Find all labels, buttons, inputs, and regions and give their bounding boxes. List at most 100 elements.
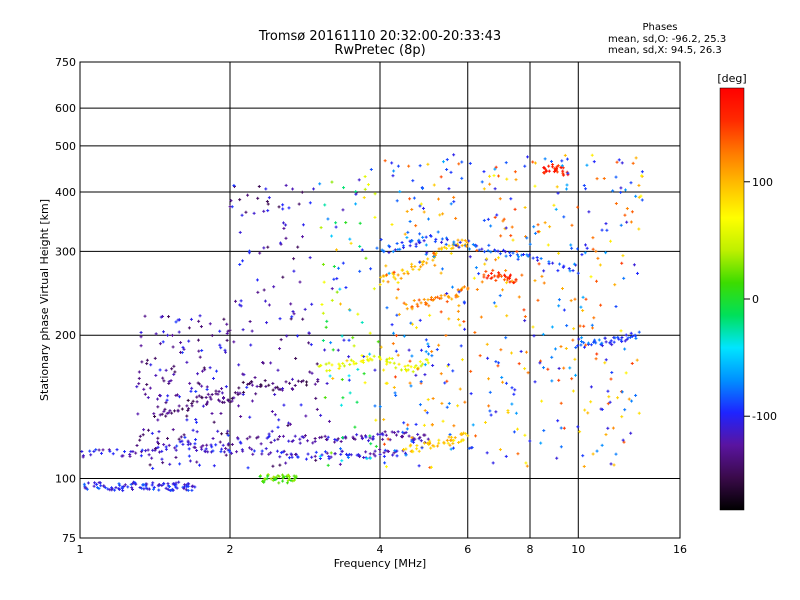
data-point xyxy=(607,402,609,406)
data-point xyxy=(340,440,342,444)
data-point xyxy=(324,396,326,400)
data-point xyxy=(246,385,248,389)
data-point xyxy=(98,448,100,452)
data-point xyxy=(595,249,597,253)
data-point xyxy=(278,205,280,209)
data-point xyxy=(415,422,417,426)
data-point xyxy=(448,317,450,321)
data-point xyxy=(622,254,624,258)
data-point xyxy=(287,424,289,428)
data-point xyxy=(453,242,455,246)
data-point xyxy=(449,432,451,436)
data-point xyxy=(182,345,184,349)
data-point xyxy=(240,304,242,308)
data-point xyxy=(421,446,423,450)
data-point xyxy=(575,346,577,350)
data-point xyxy=(544,221,546,225)
data-point xyxy=(631,361,633,365)
y-tick-label: 100 xyxy=(55,473,76,486)
data-point xyxy=(592,326,594,330)
data-point xyxy=(191,404,193,408)
data-point xyxy=(324,203,326,207)
data-point xyxy=(159,483,161,487)
data-point xyxy=(395,366,397,370)
data-point xyxy=(457,238,459,242)
data-point xyxy=(259,475,261,479)
data-point xyxy=(166,411,168,415)
data-point xyxy=(139,486,141,490)
data-point xyxy=(615,305,617,309)
data-point xyxy=(429,313,431,317)
data-point xyxy=(544,167,546,171)
y-tick-label: 400 xyxy=(55,186,76,199)
data-point xyxy=(340,452,342,456)
data-point xyxy=(635,194,637,198)
data-point xyxy=(237,393,239,397)
data-point xyxy=(489,409,491,413)
data-point xyxy=(187,484,189,488)
data-point xyxy=(614,283,616,287)
data-point xyxy=(98,487,100,491)
data-point xyxy=(411,304,413,308)
data-point xyxy=(142,483,144,487)
data-point xyxy=(405,431,407,435)
data-point xyxy=(140,450,142,454)
data-point xyxy=(205,395,207,399)
data-point xyxy=(315,458,317,462)
data-point xyxy=(552,165,554,169)
data-point xyxy=(595,357,597,361)
data-point xyxy=(306,380,308,384)
data-point xyxy=(575,373,577,377)
data-point xyxy=(364,187,366,191)
data-point xyxy=(422,187,424,191)
data-point xyxy=(630,181,632,185)
data-point xyxy=(638,411,640,415)
data-point xyxy=(551,355,553,359)
data-point xyxy=(537,298,539,302)
data-point xyxy=(459,240,461,244)
data-point xyxy=(557,191,559,195)
data-point xyxy=(190,317,192,321)
data-point xyxy=(411,436,413,440)
colorbar-tick-label: -100 xyxy=(752,410,777,423)
data-point xyxy=(405,367,407,371)
data-point xyxy=(537,230,539,234)
data-point xyxy=(466,244,468,248)
data-point xyxy=(420,202,422,206)
data-point xyxy=(609,400,611,404)
data-point xyxy=(418,268,420,272)
data-point xyxy=(233,396,235,400)
data-point xyxy=(129,452,131,456)
data-point xyxy=(448,363,450,367)
grid xyxy=(80,62,680,538)
data-point xyxy=(231,451,233,455)
data-point xyxy=(556,456,558,460)
x-axis-ticks: 1 2 4 6 8 10 16 xyxy=(77,543,688,556)
data-point xyxy=(309,370,311,374)
data-point xyxy=(175,485,177,489)
data-point xyxy=(442,212,444,216)
data-point xyxy=(221,400,223,404)
data-point xyxy=(165,401,167,405)
data-point xyxy=(472,243,474,247)
data-point xyxy=(235,299,237,303)
data-point xyxy=(573,327,575,331)
data-point xyxy=(386,362,388,366)
data-point xyxy=(203,366,205,370)
data-point xyxy=(418,464,420,468)
data-point xyxy=(411,439,413,443)
data-point xyxy=(219,440,221,444)
data-point xyxy=(409,219,411,223)
data-point xyxy=(425,350,427,354)
data-point xyxy=(181,351,183,355)
data-point xyxy=(220,450,222,454)
data-point xyxy=(577,205,579,209)
data-point xyxy=(585,187,587,191)
data-point xyxy=(579,324,581,328)
data-point xyxy=(240,299,242,303)
data-point xyxy=(409,359,411,363)
data-point xyxy=(423,423,425,427)
data-point xyxy=(101,451,103,455)
